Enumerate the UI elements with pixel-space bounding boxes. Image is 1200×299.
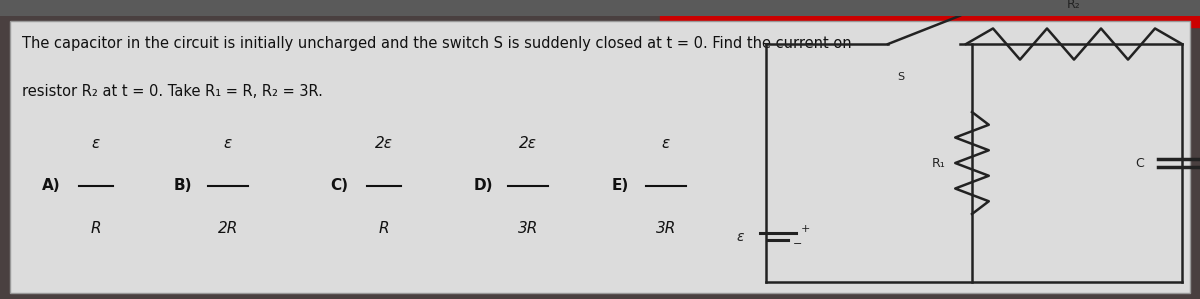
Text: 2ε: 2ε — [374, 136, 394, 151]
Text: resistor R₂ at t = 0. Take R₁ = R, R₂ = 3R.: resistor R₂ at t = 0. Take R₁ = R, R₂ = … — [22, 84, 323, 99]
Text: +: + — [800, 224, 810, 234]
Text: A): A) — [42, 178, 61, 193]
Text: E): E) — [612, 178, 629, 193]
Text: R: R — [379, 221, 389, 236]
Text: The capacitor in the circuit is initially uncharged and the switch S is suddenly: The capacitor in the circuit is initiall… — [22, 36, 851, 51]
Text: R₂: R₂ — [1067, 0, 1081, 11]
Text: ε: ε — [224, 136, 232, 151]
Text: S: S — [898, 72, 905, 82]
Text: ε: ε — [92, 136, 100, 151]
Text: C): C) — [330, 178, 348, 193]
Text: 2R: 2R — [218, 221, 238, 236]
Text: 3R: 3R — [518, 221, 538, 236]
Text: C: C — [1135, 156, 1144, 170]
Text: 3R: 3R — [656, 221, 676, 236]
Text: R: R — [91, 221, 101, 236]
Text: 2ε: 2ε — [520, 136, 538, 151]
FancyBboxPatch shape — [10, 21, 1190, 293]
Text: D): D) — [474, 178, 493, 193]
Text: B): B) — [174, 178, 192, 193]
Text: ε: ε — [737, 230, 744, 244]
Text: −: − — [793, 239, 803, 248]
Text: ε: ε — [662, 136, 670, 151]
Text: R₁: R₁ — [932, 156, 946, 170]
FancyBboxPatch shape — [0, 16, 1200, 299]
